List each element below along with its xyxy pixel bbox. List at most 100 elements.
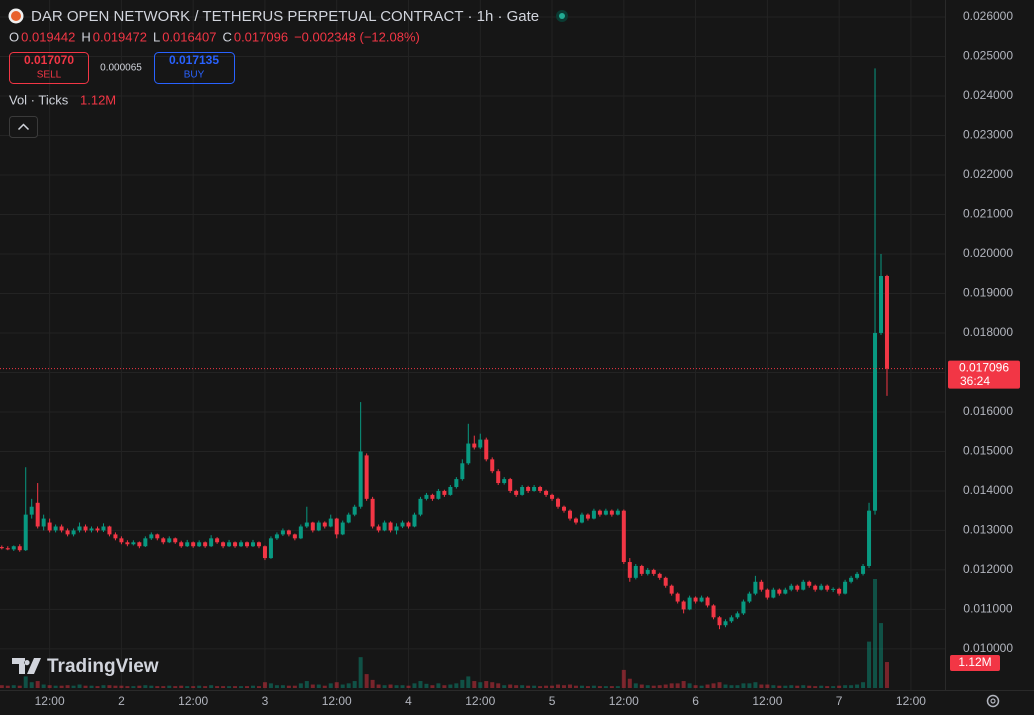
y-tick-label: 0.012000 — [963, 562, 1013, 576]
settings-icon — [990, 698, 996, 704]
collapse-icon — [17, 123, 30, 131]
volume-bar — [0, 685, 4, 688]
buy-button[interactable] — [154, 52, 235, 84]
volume-bar — [376, 684, 381, 688]
candle-body — [143, 538, 148, 547]
candle-body — [364, 455, 369, 499]
ohlc-value: 0.019472 — [93, 29, 147, 44]
volume-bar — [819, 685, 824, 688]
candle-body — [508, 479, 513, 491]
buy-label: BUY — [184, 70, 205, 81]
candle-body — [705, 597, 710, 606]
candle-body — [233, 542, 238, 547]
candle-body — [280, 530, 285, 535]
volume-bar — [591, 685, 596, 688]
countdown: 36:24 — [960, 374, 990, 388]
volume-bar — [843, 685, 848, 688]
volume-bar — [35, 681, 40, 688]
volume-bar — [675, 683, 680, 688]
logo-mark — [12, 658, 41, 674]
x-tick-label: 12:00 — [35, 694, 65, 708]
x-tick-label: 4 — [405, 694, 412, 708]
x-tick-label: 5 — [549, 694, 556, 708]
volume-tag-label: 1.12M — [958, 655, 991, 669]
candle-body — [185, 542, 190, 547]
candle-body — [442, 490, 447, 495]
candle-body — [532, 486, 537, 491]
candle-body — [245, 542, 250, 547]
volume-bar — [418, 681, 423, 688]
candle-body — [591, 510, 596, 519]
collapse-button[interactable] — [9, 116, 38, 138]
candle-body — [0, 547, 4, 549]
candle-body — [400, 522, 405, 527]
candle-body — [334, 518, 339, 535]
candle-body — [53, 526, 58, 531]
volume-bar — [250, 685, 255, 688]
candle-body — [5, 548, 10, 550]
volume-bar — [795, 685, 800, 688]
chart-title: DAR OPEN NETWORK / TETHERUS PERPETUAL CO… — [31, 8, 539, 25]
volume-bar — [573, 685, 578, 688]
volume-bar — [855, 684, 860, 688]
sell-button[interactable] — [9, 52, 89, 84]
candle-body — [346, 514, 351, 523]
volume-bar — [597, 686, 602, 688]
candle-body — [215, 538, 220, 543]
volume-bar — [861, 682, 866, 688]
candle-body — [89, 528, 94, 531]
volume-bar — [179, 685, 184, 688]
volume-bar — [406, 685, 411, 688]
volume-bar — [400, 685, 405, 688]
y-tick-label: 0.026000 — [963, 9, 1013, 23]
candle-body — [645, 569, 650, 574]
volume-bar — [107, 685, 112, 688]
ohlc-value: 0.016407 — [162, 29, 216, 44]
candle-body — [795, 585, 800, 590]
volume-bar — [346, 683, 351, 688]
settings-button[interactable] — [986, 694, 1000, 708]
volume-bar — [149, 685, 154, 688]
volume-bar — [209, 685, 214, 688]
volume-bar — [657, 685, 662, 688]
candle-body — [239, 542, 244, 547]
volume-bar — [633, 683, 638, 688]
candle-body — [137, 542, 142, 547]
volume-bar — [41, 684, 46, 688]
sell-price: 0.017070 — [24, 53, 74, 67]
volume-bar — [789, 685, 794, 688]
volume-bar — [89, 685, 94, 688]
candle-body — [717, 617, 722, 626]
volume-bar — [538, 686, 543, 688]
volume-bar — [304, 681, 309, 688]
x-tick-label: 3 — [262, 694, 269, 708]
y-tick-label: 0.025000 — [963, 49, 1013, 63]
volume-bar — [442, 685, 447, 688]
candle-body — [627, 562, 632, 578]
volume-bar — [765, 684, 770, 688]
candle-body — [316, 522, 321, 531]
candle-body — [603, 510, 608, 515]
candle-body — [466, 443, 471, 464]
volume-bar — [873, 579, 878, 688]
volume-bar — [370, 679, 375, 688]
candle-body — [454, 479, 459, 487]
volume-bar — [609, 686, 614, 688]
volume-bar — [687, 683, 692, 688]
candle-body — [783, 589, 788, 594]
volume-bar — [119, 685, 124, 688]
last-price: 0.017096 — [959, 360, 1009, 374]
y-tick-label: 0.015000 — [963, 444, 1013, 458]
candle-body — [633, 565, 638, 578]
volume-bar — [5, 685, 10, 688]
y-tick-label: 0.022000 — [963, 167, 1013, 181]
candle-body — [388, 522, 393, 531]
volume-bar — [717, 682, 722, 688]
volume-bar — [508, 684, 513, 688]
grid — [0, 0, 945, 690]
candle-body — [490, 459, 495, 472]
candle-body — [729, 617, 734, 622]
volume-bar — [645, 685, 650, 688]
y-tick-label: 0.014000 — [963, 483, 1013, 497]
